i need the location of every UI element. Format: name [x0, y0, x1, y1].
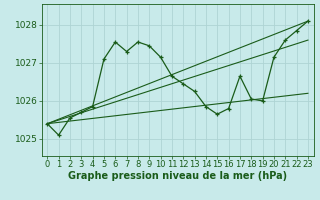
X-axis label: Graphe pression niveau de la mer (hPa): Graphe pression niveau de la mer (hPa)	[68, 171, 287, 181]
